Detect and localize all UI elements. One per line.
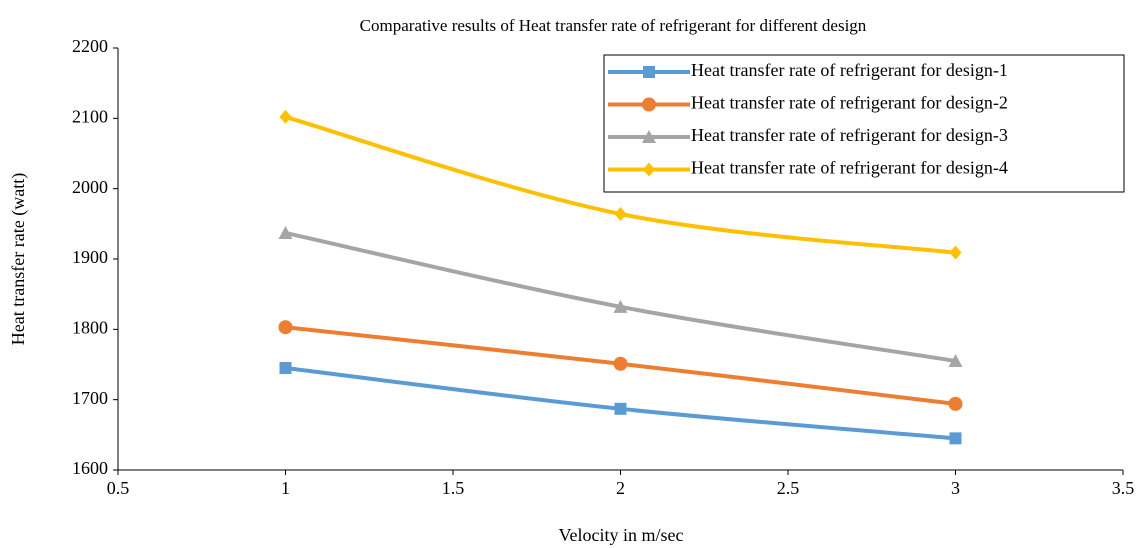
marker	[278, 320, 293, 335]
legend-label: Heat transfer rate of refrigerant for de…	[691, 60, 1008, 80]
y-tick-label: 1700	[72, 388, 108, 408]
legend-label: Heat transfer rate of refrigerant for de…	[691, 125, 1008, 145]
x-tick-label: 2	[616, 478, 625, 498]
legend-box	[603, 54, 1125, 193]
y-tick-label: 1800	[72, 317, 108, 337]
series-line	[285, 231, 956, 363]
y-tick-label: 1600	[72, 458, 108, 478]
marker	[643, 66, 655, 78]
y-axis-label: Heat transfer rate (watt)	[8, 173, 29, 345]
marker	[948, 396, 963, 411]
x-tick-label: 1	[281, 478, 290, 498]
x-tick-label: 0.5	[107, 478, 130, 498]
legend-label: Heat transfer rate of refrigerant for de…	[691, 93, 1008, 113]
marker	[949, 432, 962, 445]
legend: Heat transfer rate of refrigerant for de…	[603, 54, 1125, 193]
marker	[614, 402, 627, 415]
marker	[642, 97, 656, 112]
marker	[614, 206, 627, 221]
x-tick-label: 3	[951, 478, 960, 498]
marker	[613, 299, 628, 313]
marker	[278, 225, 293, 239]
legend-label: Heat transfer rate of refrigerant for de…	[691, 158, 1008, 178]
y-tick-label: 2000	[72, 177, 108, 197]
marker	[949, 245, 962, 260]
marker	[643, 162, 655, 177]
marker	[642, 130, 656, 143]
marker	[948, 353, 963, 367]
y-tick-label: 2200	[72, 36, 108, 56]
y-tick-label: 1900	[72, 247, 108, 267]
chart-title: Comparative results of Heat transfer rat…	[360, 16, 867, 35]
y-tick-label: 2100	[72, 106, 108, 126]
x-tick-label: 2.5	[777, 478, 800, 498]
marker	[613, 356, 628, 371]
marker	[279, 109, 292, 124]
marker	[279, 362, 292, 375]
x-tick-label: 1.5	[442, 478, 465, 498]
x-axis-label: Velocity in m/sec	[559, 525, 684, 545]
x-tick-label: 3.5	[1112, 478, 1135, 498]
